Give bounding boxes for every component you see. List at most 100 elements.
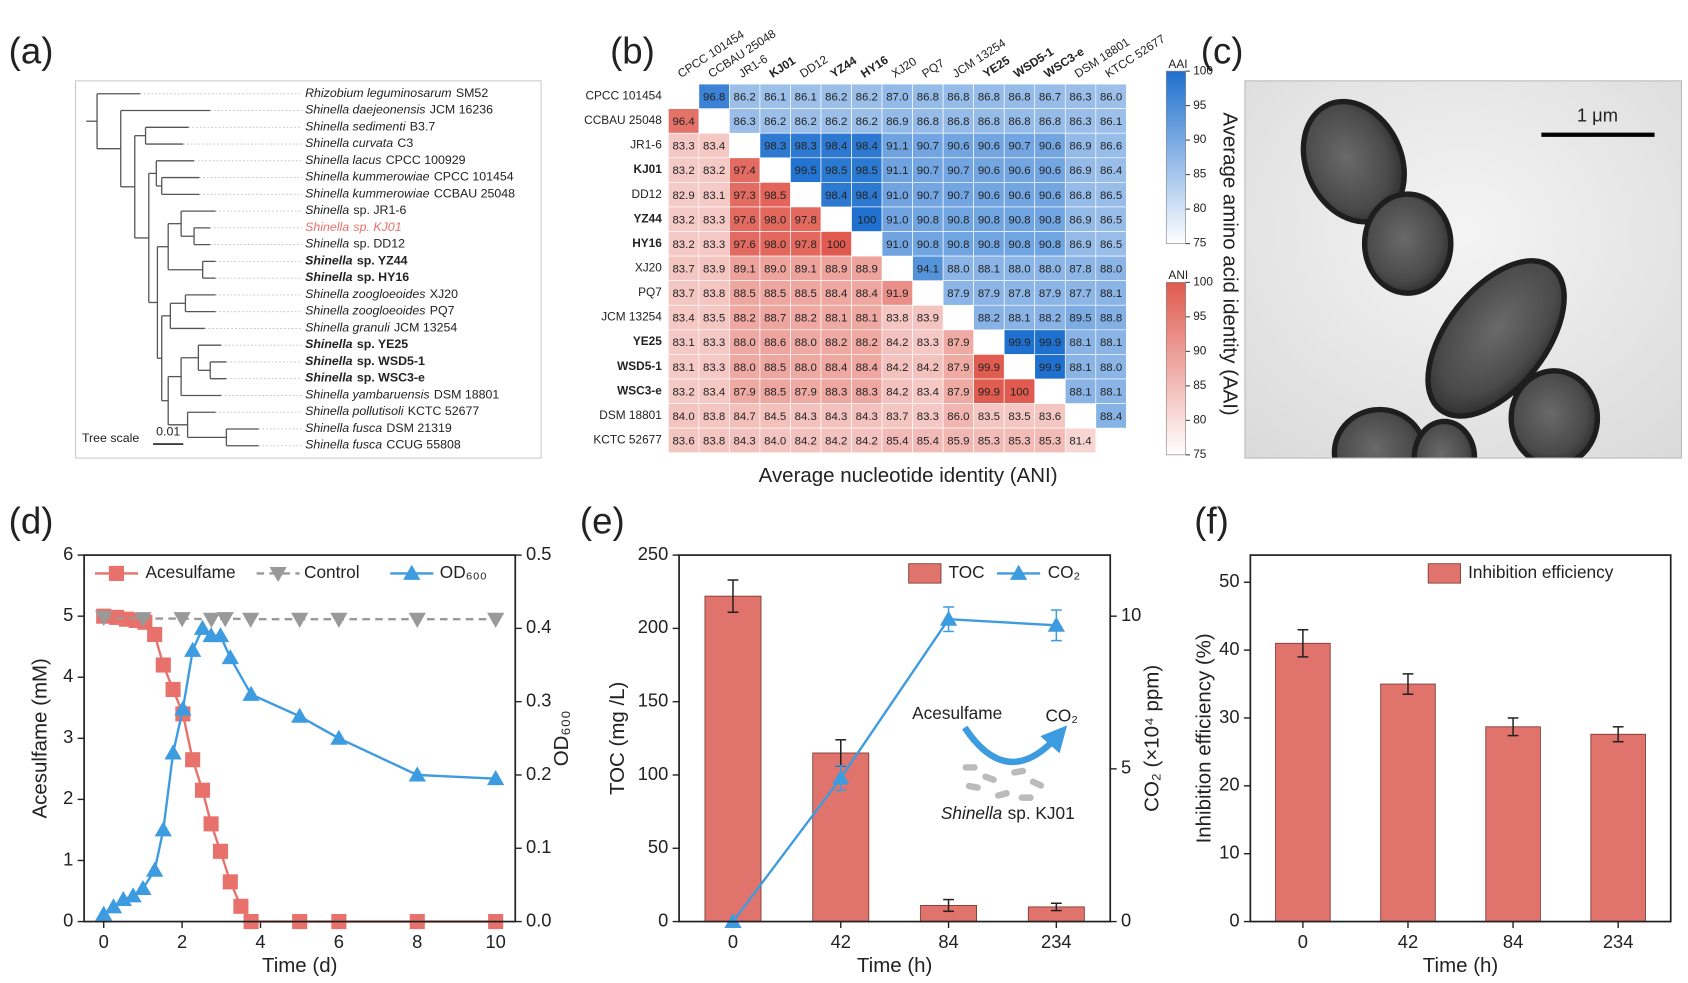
- cell-value-label: 91.1: [886, 165, 908, 177]
- cell-value-label: 97.3: [734, 190, 756, 202]
- heatmap-cell: [698, 403, 730, 429]
- cell-value-label: 88.1: [1069, 337, 1091, 349]
- heatmap-cell: [1034, 427, 1066, 454]
- strain-name: B3.7: [410, 120, 436, 134]
- cell-value-label: 90.8: [1039, 214, 1061, 226]
- species-name: Shinella fusca: [305, 421, 382, 435]
- y-tick-label: 150: [638, 690, 669, 711]
- cell-value-label: 83.4: [703, 386, 726, 398]
- heatmap-cell: [667, 182, 700, 208]
- heatmap-cell: [759, 83, 791, 109]
- cell-value-label: 100: [827, 239, 846, 251]
- cell-value-label: 84.0: [764, 436, 786, 448]
- heatmap-cell: [667, 231, 700, 257]
- panel-label: (b): [610, 31, 655, 72]
- cell-value-label: 88.2: [825, 337, 847, 349]
- cell-value-label: 86.8: [947, 91, 969, 103]
- cell-value-label: 88.9: [825, 263, 847, 275]
- heatmap-cell: [790, 132, 822, 159]
- species-name: Shinella: [305, 254, 353, 268]
- bacteria-icon: [1029, 778, 1045, 789]
- cell-value-label: 87.8: [1069, 263, 1091, 275]
- species-name: Shinella: [305, 354, 353, 368]
- heatmap-cell: [881, 182, 913, 208]
- legend-label: OD₆₀₀: [440, 562, 487, 582]
- cell-value-label: 84.3: [795, 411, 817, 423]
- cell-value-label: 89.0: [764, 263, 786, 275]
- heatmap-cell: [820, 255, 852, 281]
- cell-value-label: 88.0: [734, 337, 756, 349]
- cell-value-label: 86.1: [795, 91, 817, 103]
- heatmap-cell: [1003, 108, 1036, 134]
- row-label: YE25: [633, 334, 662, 348]
- y2-axis-label: CO₂ (×10⁴ ppm): [1141, 665, 1164, 812]
- marker: [832, 769, 850, 785]
- heatmap-cell: [1003, 157, 1036, 183]
- heatmap-cell: [698, 182, 730, 208]
- cell-value-label: 88.1: [1100, 386, 1122, 398]
- cell-value-label: 90.7: [947, 190, 969, 202]
- heatmap-cell: [973, 378, 1005, 404]
- heatmap-cell: [942, 329, 974, 355]
- cell-value-label: 88.2: [978, 313, 1000, 325]
- cell-value-label: 84.3: [856, 411, 878, 423]
- marker: [164, 744, 182, 760]
- heatmap-cell: [912, 304, 944, 331]
- strain-name: sp. YE25: [357, 337, 408, 351]
- heatmap-cell: [881, 206, 913, 232]
- cell-value-label: 90.7: [1008, 141, 1030, 153]
- x-tick-label: 6: [334, 931, 344, 952]
- row-label: PQ7: [638, 285, 662, 299]
- y-tick-label: 1: [63, 848, 73, 869]
- heatmap-cell: [1095, 132, 1127, 159]
- cell-value-label: 87.9: [978, 288, 1000, 300]
- heatmap-cell: [759, 132, 791, 159]
- cell-value-label: 83.8: [703, 288, 725, 300]
- strain-name: sp. JR1-6: [353, 203, 406, 217]
- marker: [193, 619, 212, 635]
- heatmap-cell: [729, 378, 761, 404]
- y2-tick-label: 0.0: [526, 909, 551, 930]
- heatmap-cell: [759, 427, 791, 454]
- leaf-label: Shinella sp. YE25: [305, 337, 408, 351]
- bacterium: [1361, 191, 1454, 296]
- cell-value-label: 91.1: [886, 141, 908, 153]
- cell-value-label: 90.8: [978, 239, 1000, 251]
- heatmap-cell: [790, 329, 822, 355]
- heatmap-cell: [667, 403, 700, 429]
- cell-value-label: 98.0: [764, 214, 786, 226]
- cell-value-label: 83.1: [672, 362, 694, 374]
- heatmap-cell: [912, 206, 944, 232]
- heatmap-cell: [790, 427, 822, 454]
- marker: [154, 821, 172, 837]
- x-tick-label: 84: [1503, 931, 1523, 952]
- leaf-label: Shinella zoogloeoides XJ20: [305, 287, 458, 301]
- annotation: Shinella sp. KJ01: [941, 802, 1075, 822]
- heatmap-cell: [1003, 378, 1036, 404]
- y2-axis-label: Average amino acid identity (AAI): [1218, 112, 1241, 415]
- colorbar-tick-label: 100: [1193, 275, 1213, 289]
- heatmap-cell: [1034, 354, 1066, 380]
- cell-value-label: 96.4: [672, 116, 695, 128]
- annotation-part: sp. KJ01: [1008, 802, 1075, 822]
- leaf-label: Shinella kummerowiae CPCC 101454: [305, 170, 514, 184]
- heatmap-cell: [1064, 354, 1097, 380]
- cell-value-label: 98.4: [856, 190, 879, 202]
- marker: [203, 816, 219, 832]
- marker: [184, 641, 202, 657]
- cell-value-label: 90.6: [978, 165, 1000, 177]
- cell-value-label: 88.4: [1100, 411, 1123, 423]
- y-tick-label: 250: [638, 543, 669, 564]
- cell-value-label: 88.9: [856, 263, 878, 275]
- strain-name: sp. KJ01: [353, 220, 401, 234]
- strain-name: C3: [397, 136, 413, 150]
- species-name: Shinella pollutisoli: [305, 404, 405, 418]
- cell-value-label: 89.1: [734, 263, 756, 275]
- cell-value-label: 97.8: [795, 214, 817, 226]
- heatmap-cell: [881, 231, 913, 257]
- heatmap-cell: [881, 157, 913, 183]
- cell-value-label: 98.5: [764, 190, 786, 202]
- cell-value-label: 86.3: [1069, 116, 1091, 128]
- cell-value-label: 86.3: [734, 116, 756, 128]
